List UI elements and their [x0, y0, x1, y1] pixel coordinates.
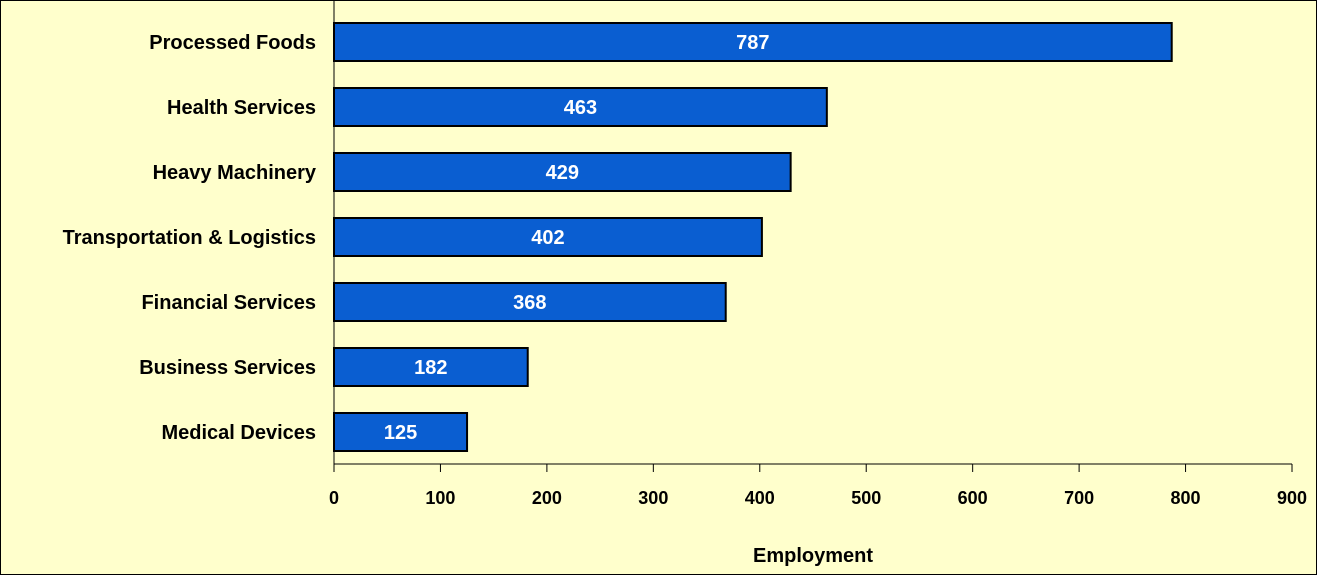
x-tick-label: 900	[1277, 488, 1307, 508]
bar	[333, 217, 763, 257]
x-tick-label: 300	[638, 488, 668, 508]
x-tick-label: 400	[745, 488, 775, 508]
category-label: Financial Services	[141, 292, 316, 314]
category-label: Health Services	[167, 97, 316, 119]
tick-labels: 0 100 200 300 400 500 600 700 800 900	[329, 488, 1307, 508]
x-axis-title: Employment	[753, 545, 873, 567]
category-label: Medical Devices	[161, 422, 316, 444]
data-labels: 787 463 429 402 368 182 125	[384, 32, 770, 444]
category-labels: Processed Foods Health Services Heavy Mach…	[63, 32, 317, 444]
x-tick-label: 500	[851, 488, 881, 508]
category-label: Processed Foods	[149, 32, 316, 54]
data-label: 787	[736, 32, 769, 54]
x-tick-label: 0	[329, 488, 339, 508]
x-tick-label: 100	[425, 488, 455, 508]
data-label: 125	[384, 422, 417, 444]
x-tick-label: 700	[1064, 488, 1094, 508]
bar	[333, 87, 828, 127]
x-tick-label: 600	[958, 488, 988, 508]
data-label: 463	[564, 97, 597, 119]
category-label: Business Services	[139, 357, 316, 379]
data-label: 368	[513, 292, 546, 314]
category-label: Transportation & Logistics	[63, 227, 316, 249]
x-tick-label: 200	[532, 488, 562, 508]
x-tick-label: 800	[1171, 488, 1201, 508]
bar	[333, 412, 469, 452]
bar	[333, 152, 792, 192]
data-label: 402	[531, 227, 564, 249]
data-label: 182	[414, 357, 447, 379]
bars-group	[333, 22, 1173, 452]
axes	[333, 1, 1293, 472]
data-label: 429	[546, 162, 579, 184]
bar	[333, 282, 727, 322]
category-label: Heavy Machinery	[153, 162, 317, 184]
